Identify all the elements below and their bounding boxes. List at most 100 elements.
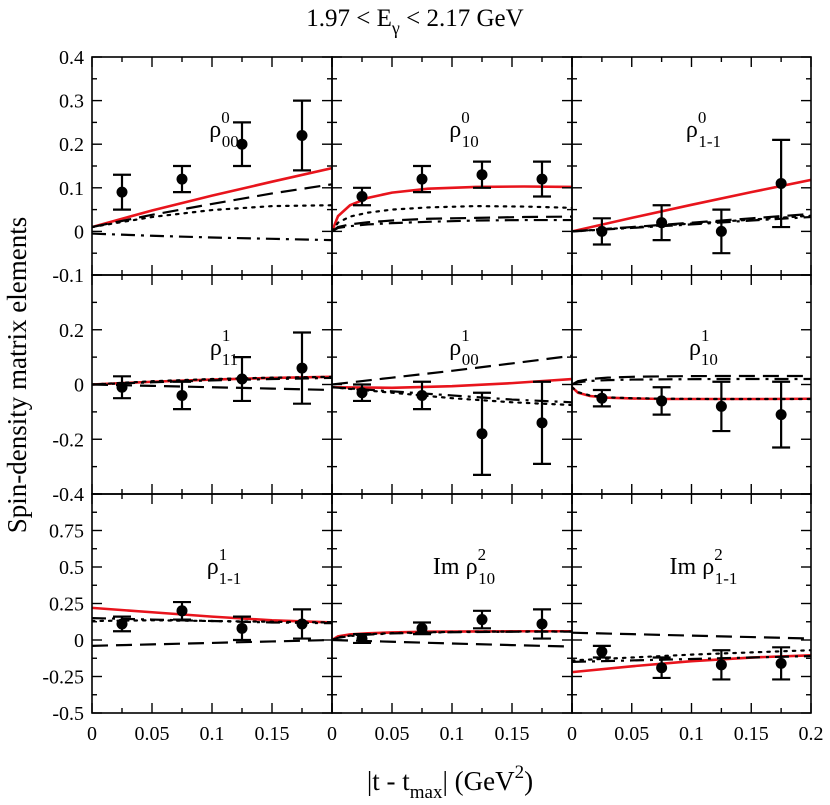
y-axis-label: Spin-density matrix elements bbox=[2, 217, 32, 533]
data-point bbox=[293, 99, 311, 172]
y-tick-label: 0 bbox=[74, 221, 84, 243]
curve-solid bbox=[92, 606, 332, 624]
data-marker bbox=[416, 173, 428, 185]
y-tick-label: 0.25 bbox=[49, 594, 84, 616]
data-point bbox=[712, 649, 731, 681]
x-tick-label: 0.1 bbox=[200, 723, 225, 745]
data-point bbox=[293, 608, 311, 640]
data-marker bbox=[176, 173, 188, 185]
y-tick-label: 0.75 bbox=[49, 521, 84, 543]
data-marker bbox=[476, 428, 488, 440]
data-marker bbox=[356, 633, 368, 645]
data-marker bbox=[176, 389, 188, 401]
data-marker bbox=[416, 389, 428, 401]
x-tick-label: 0 bbox=[327, 723, 337, 745]
data-marker bbox=[236, 373, 248, 385]
curve-dashdot bbox=[92, 232, 332, 242]
panel-0-1: ρ0 10 bbox=[331, 56, 573, 276]
data-point bbox=[233, 356, 251, 403]
data-marker bbox=[116, 618, 128, 630]
panel-label: Im ρ2 1-1 bbox=[670, 545, 738, 588]
y-tick-label: 0.2 bbox=[59, 134, 84, 156]
curve-dotted bbox=[92, 619, 332, 624]
data-marker bbox=[116, 381, 128, 393]
panel-2-2: Im ρ2 1-1 bbox=[571, 493, 812, 714]
panel-label: ρ1 00 bbox=[449, 326, 478, 369]
data-point bbox=[533, 380, 551, 465]
curve-solid bbox=[332, 185, 572, 232]
panel-frame bbox=[571, 274, 812, 495]
curve-dashdot bbox=[572, 215, 811, 233]
panel-label: ρ0 00 bbox=[209, 108, 238, 151]
x-tick-label: 0.1 bbox=[440, 723, 465, 745]
x-tick-label: 0 bbox=[87, 723, 97, 745]
data-point bbox=[173, 164, 191, 194]
curve-dotted bbox=[572, 649, 811, 662]
data-marker bbox=[296, 362, 308, 374]
panel-2-1: Im ρ2 10 bbox=[331, 493, 573, 714]
y-tick-label: 0.3 bbox=[59, 91, 84, 113]
data-point bbox=[533, 608, 551, 640]
data-point bbox=[173, 600, 191, 621]
data-marker bbox=[715, 659, 727, 671]
y-tick-label: -0.25 bbox=[42, 667, 84, 689]
data-point bbox=[293, 331, 311, 405]
data-point bbox=[652, 656, 671, 680]
data-marker bbox=[656, 217, 668, 229]
curve-dashdot bbox=[92, 376, 332, 386]
panel-label: ρ0 10 bbox=[449, 108, 478, 151]
panel-frame bbox=[331, 493, 573, 714]
curve-dashed bbox=[92, 183, 332, 229]
data-point bbox=[712, 208, 731, 255]
y-tick-label: 0.1 bbox=[59, 178, 84, 200]
data-point bbox=[113, 375, 131, 400]
data-marker bbox=[656, 662, 668, 674]
data-point bbox=[772, 138, 791, 229]
panel-0-2: ρ0 1-1 bbox=[571, 56, 812, 276]
data-marker bbox=[775, 177, 787, 189]
x-tick-label: 0.05 bbox=[135, 723, 170, 745]
curve-dashed bbox=[572, 631, 811, 640]
data-point bbox=[413, 164, 431, 194]
panels-group: ρ0 00 ρ0 10 ρ0 1-1 ρ1 11 ρ1 00 ρ1 10 ρ1 1-1 Im ρ2 10 Im … bbox=[42, 47, 823, 745]
curve-dashdot bbox=[572, 654, 811, 663]
curve-dotted bbox=[92, 375, 332, 386]
curve-dashdot bbox=[332, 386, 572, 404]
panel-0-0: ρ0 00 bbox=[91, 56, 333, 276]
data-point bbox=[652, 204, 671, 242]
data-point bbox=[413, 380, 431, 411]
curve-dotted bbox=[92, 204, 332, 229]
y-tick-label: -0.5 bbox=[52, 703, 84, 725]
y-tick-label: 0 bbox=[74, 630, 84, 652]
data-marker bbox=[536, 417, 548, 429]
data-marker bbox=[356, 387, 368, 399]
panel-2-0: ρ1 1-1 bbox=[91, 493, 333, 714]
data-point bbox=[473, 609, 491, 630]
data-marker bbox=[715, 225, 727, 237]
panel-label: Im ρ2 10 bbox=[433, 545, 495, 588]
curve-solid bbox=[332, 377, 572, 390]
panel-label: ρ0 1-1 bbox=[686, 108, 721, 151]
data-marker bbox=[356, 191, 368, 203]
y-tick-label: 0.4 bbox=[59, 47, 84, 69]
x-tick-label: 0.05 bbox=[375, 723, 410, 745]
data-point bbox=[592, 217, 611, 246]
data-point bbox=[473, 160, 491, 189]
x-axis-label: |t - tmax| (GeV2) bbox=[367, 762, 533, 803]
data-marker bbox=[236, 138, 248, 150]
y-tick-label: -0.2 bbox=[52, 429, 84, 451]
x-tick-label: 0.15 bbox=[255, 723, 290, 745]
curve-dotted bbox=[572, 386, 811, 401]
data-point bbox=[353, 186, 371, 207]
curve-dotted bbox=[332, 386, 572, 407]
y-tick-label: -0.1 bbox=[52, 265, 84, 287]
data-marker bbox=[176, 605, 188, 617]
data-point bbox=[413, 621, 431, 636]
x-tick-label: 0.15 bbox=[734, 723, 769, 745]
data-point bbox=[473, 391, 491, 476]
panel-label: ρ1 11 bbox=[210, 326, 238, 369]
data-marker bbox=[656, 395, 668, 407]
data-point bbox=[772, 646, 791, 681]
panel-label: ρ1 1-1 bbox=[207, 545, 242, 588]
